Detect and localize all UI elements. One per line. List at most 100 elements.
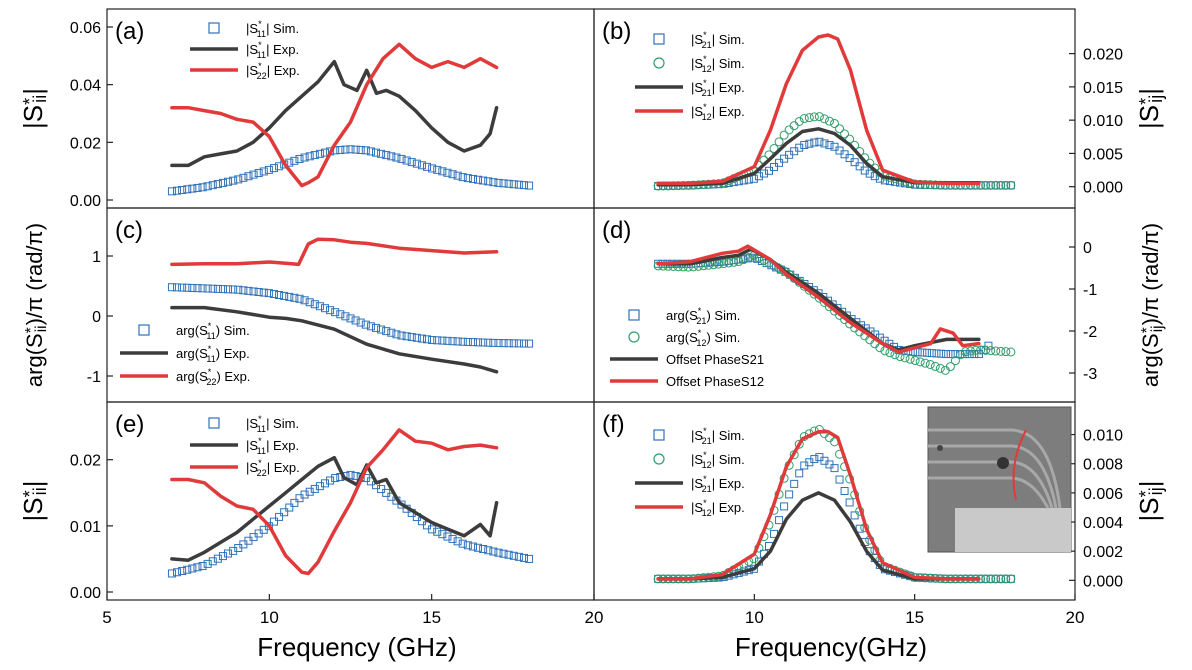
marker-square	[254, 288, 263, 297]
marker-square	[489, 547, 498, 556]
marker-circle	[774, 137, 784, 147]
marker-square	[770, 163, 779, 172]
marker-circle	[966, 346, 976, 356]
legend-item: |S* 22| Exp.	[190, 61, 300, 81]
series-2	[656, 247, 981, 352]
marker-square	[428, 164, 437, 173]
marker-square	[218, 285, 227, 294]
marker-square	[951, 350, 960, 359]
legend-label: |S* 12| Sim.	[691, 450, 745, 470]
legend-item: |S* 12| Exp.	[635, 498, 745, 518]
x-tick-label: 10	[745, 608, 764, 627]
marker-square	[484, 546, 493, 555]
legend-label: arg(S* 12) Sim.	[666, 328, 740, 348]
marker-square	[361, 146, 370, 155]
marker-square	[341, 145, 350, 154]
marker-square	[489, 338, 498, 347]
legend-item: arg(S* 11) Sim.	[138, 321, 250, 341]
marker-square	[433, 336, 442, 345]
marker-square	[305, 487, 314, 496]
marker-circle	[714, 259, 724, 269]
y-tick-label: 0.002	[1083, 544, 1123, 561]
marker-circle	[1006, 180, 1016, 190]
y-tick-label: 0.04	[70, 78, 101, 95]
marker-square	[249, 287, 258, 296]
marker-square	[918, 348, 927, 357]
marker-square	[264, 522, 273, 531]
marker-square	[775, 516, 784, 525]
marker-square	[438, 167, 447, 176]
panel-label: (d)	[602, 217, 631, 244]
marker-square	[489, 178, 498, 187]
marker-circle	[981, 574, 991, 584]
marker-square	[805, 139, 814, 148]
marker-square	[494, 339, 503, 348]
marker-circle	[976, 345, 986, 355]
marker-square	[382, 151, 391, 160]
series-3	[656, 33, 981, 186]
legend-label: |S* 11| Exp.	[246, 40, 299, 60]
marker-circle	[880, 346, 890, 356]
marker-square	[499, 549, 508, 558]
marker-circle	[976, 180, 986, 190]
legend: |S* 21| Sim. |S* 12| Sim. |S* 21| Exp. |S* 12| …	[635, 30, 745, 122]
legend-item: |S* 11| Exp.	[190, 40, 299, 60]
marker-square	[275, 162, 284, 171]
marker-square	[234, 285, 243, 294]
marker-square	[183, 185, 192, 194]
legend: arg(S* 11) Sim. arg(S* 11) Exp. arg(S* 22) Ex…	[120, 321, 250, 387]
marker-square	[315, 302, 324, 311]
legend-label: arg(S* 11) Sim.	[176, 321, 250, 341]
series-3	[656, 429, 981, 581]
marker-circle	[814, 112, 824, 122]
y-tick-label: 0.005	[1083, 146, 1123, 163]
legend-item: |S* 21| Sim.	[653, 426, 745, 446]
marker-circle	[925, 180, 935, 190]
marker-square	[448, 337, 457, 346]
marker-square	[850, 511, 859, 520]
marker-square	[178, 185, 187, 194]
marker-square	[407, 158, 416, 167]
panel-b: (b) 0.000 0.005 0.010 0.015 0.020 |S*ij| |S* 21|…	[593, 8, 1166, 209]
marker-square	[203, 559, 212, 568]
series-line	[656, 127, 981, 187]
marker-circle	[945, 362, 955, 372]
marker-square	[188, 283, 197, 292]
x-tick-label: 10	[260, 608, 279, 627]
marker-square	[433, 527, 442, 536]
inset-waveguide	[928, 444, 1058, 509]
marker-circle	[734, 257, 744, 267]
marker-square	[224, 177, 233, 186]
inset-microscope-image	[927, 406, 1072, 553]
series-1	[170, 59, 499, 168]
series-line	[170, 455, 499, 562]
panel-label: (b)	[602, 18, 631, 45]
legend-swatch-square	[208, 417, 220, 429]
marker-square	[984, 341, 993, 350]
legend-item: arg(S* 11) Exp.	[120, 344, 250, 364]
legend-label: arg(S* 21) Sim.	[666, 306, 740, 326]
y-tick-label: -1	[87, 369, 101, 386]
marker-square	[377, 149, 386, 158]
legend-label: |S* 22| Exp.	[246, 61, 300, 81]
legend-item: |S* 12| Sim.	[653, 54, 745, 74]
marker-circle	[1006, 347, 1016, 357]
series-line	[170, 428, 499, 576]
y-tick-label: 0.010	[1083, 428, 1123, 445]
marker-square	[377, 325, 386, 334]
legend-label: |S* 12| Exp.	[691, 102, 745, 122]
x-axis-label-left: Frequency (GHz)	[257, 632, 456, 662]
marker-circle	[799, 114, 809, 124]
marker-square	[310, 151, 319, 160]
marker-circle	[981, 180, 991, 190]
y-tick-label: 0.00	[70, 585, 101, 602]
marker-square	[183, 565, 192, 574]
marker-square	[290, 498, 299, 507]
marker-square	[387, 328, 396, 337]
inset-red-marker	[1012, 429, 1027, 501]
marker-square	[423, 335, 432, 344]
marker-circle	[950, 356, 960, 366]
legend-label: Offset PhaseS21	[666, 352, 764, 367]
series-1	[653, 112, 1016, 191]
y-tick-label: 0.00	[70, 193, 101, 210]
